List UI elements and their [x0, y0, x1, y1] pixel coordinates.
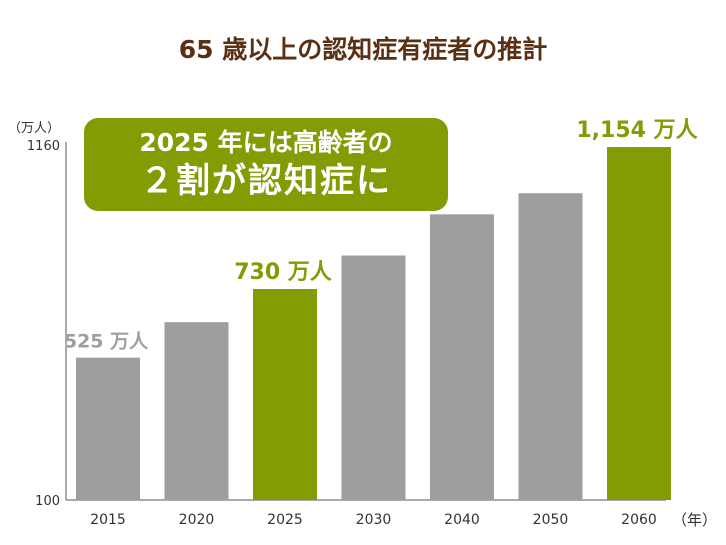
x-tick-label: 2030: [356, 512, 392, 528]
bar-2060: [607, 147, 671, 500]
y-tick-label: 1160: [27, 139, 60, 154]
x-tick-label: 2060: [621, 512, 657, 528]
callout-line2: ２割が認知症に: [140, 161, 392, 201]
x-tick-label: 2025: [267, 512, 303, 528]
callout-box: 2025 年には高齢者の ２割が認知症に: [84, 118, 448, 211]
x-tick-label: 2050: [533, 512, 569, 528]
data-label-2060: 1,154 万人: [576, 118, 697, 143]
callout-line1: 2025 年には高齢者の: [139, 128, 393, 157]
y-axis-unit-label: （万人）: [8, 121, 61, 136]
bar-2020: [164, 322, 229, 500]
chart-title: 65 歳以上の認知症有症者の推計: [178, 35, 548, 64]
y-tick-label: 100: [35, 494, 60, 509]
data-label-2025: 730 万人: [234, 260, 332, 285]
bar-2050: [518, 193, 583, 500]
x-tick-label: 2020: [179, 512, 215, 528]
bar-2025: [253, 289, 317, 500]
x-tick-label: 2040: [444, 512, 480, 528]
bar-2030: [341, 255, 406, 500]
bar-2015: [76, 357, 140, 500]
data-label-2015: 525 万人: [64, 331, 149, 353]
bar-2040: [430, 214, 494, 500]
x-axis-unit-label: （年）: [672, 511, 718, 529]
x-tick-label: 2015: [90, 512, 126, 528]
